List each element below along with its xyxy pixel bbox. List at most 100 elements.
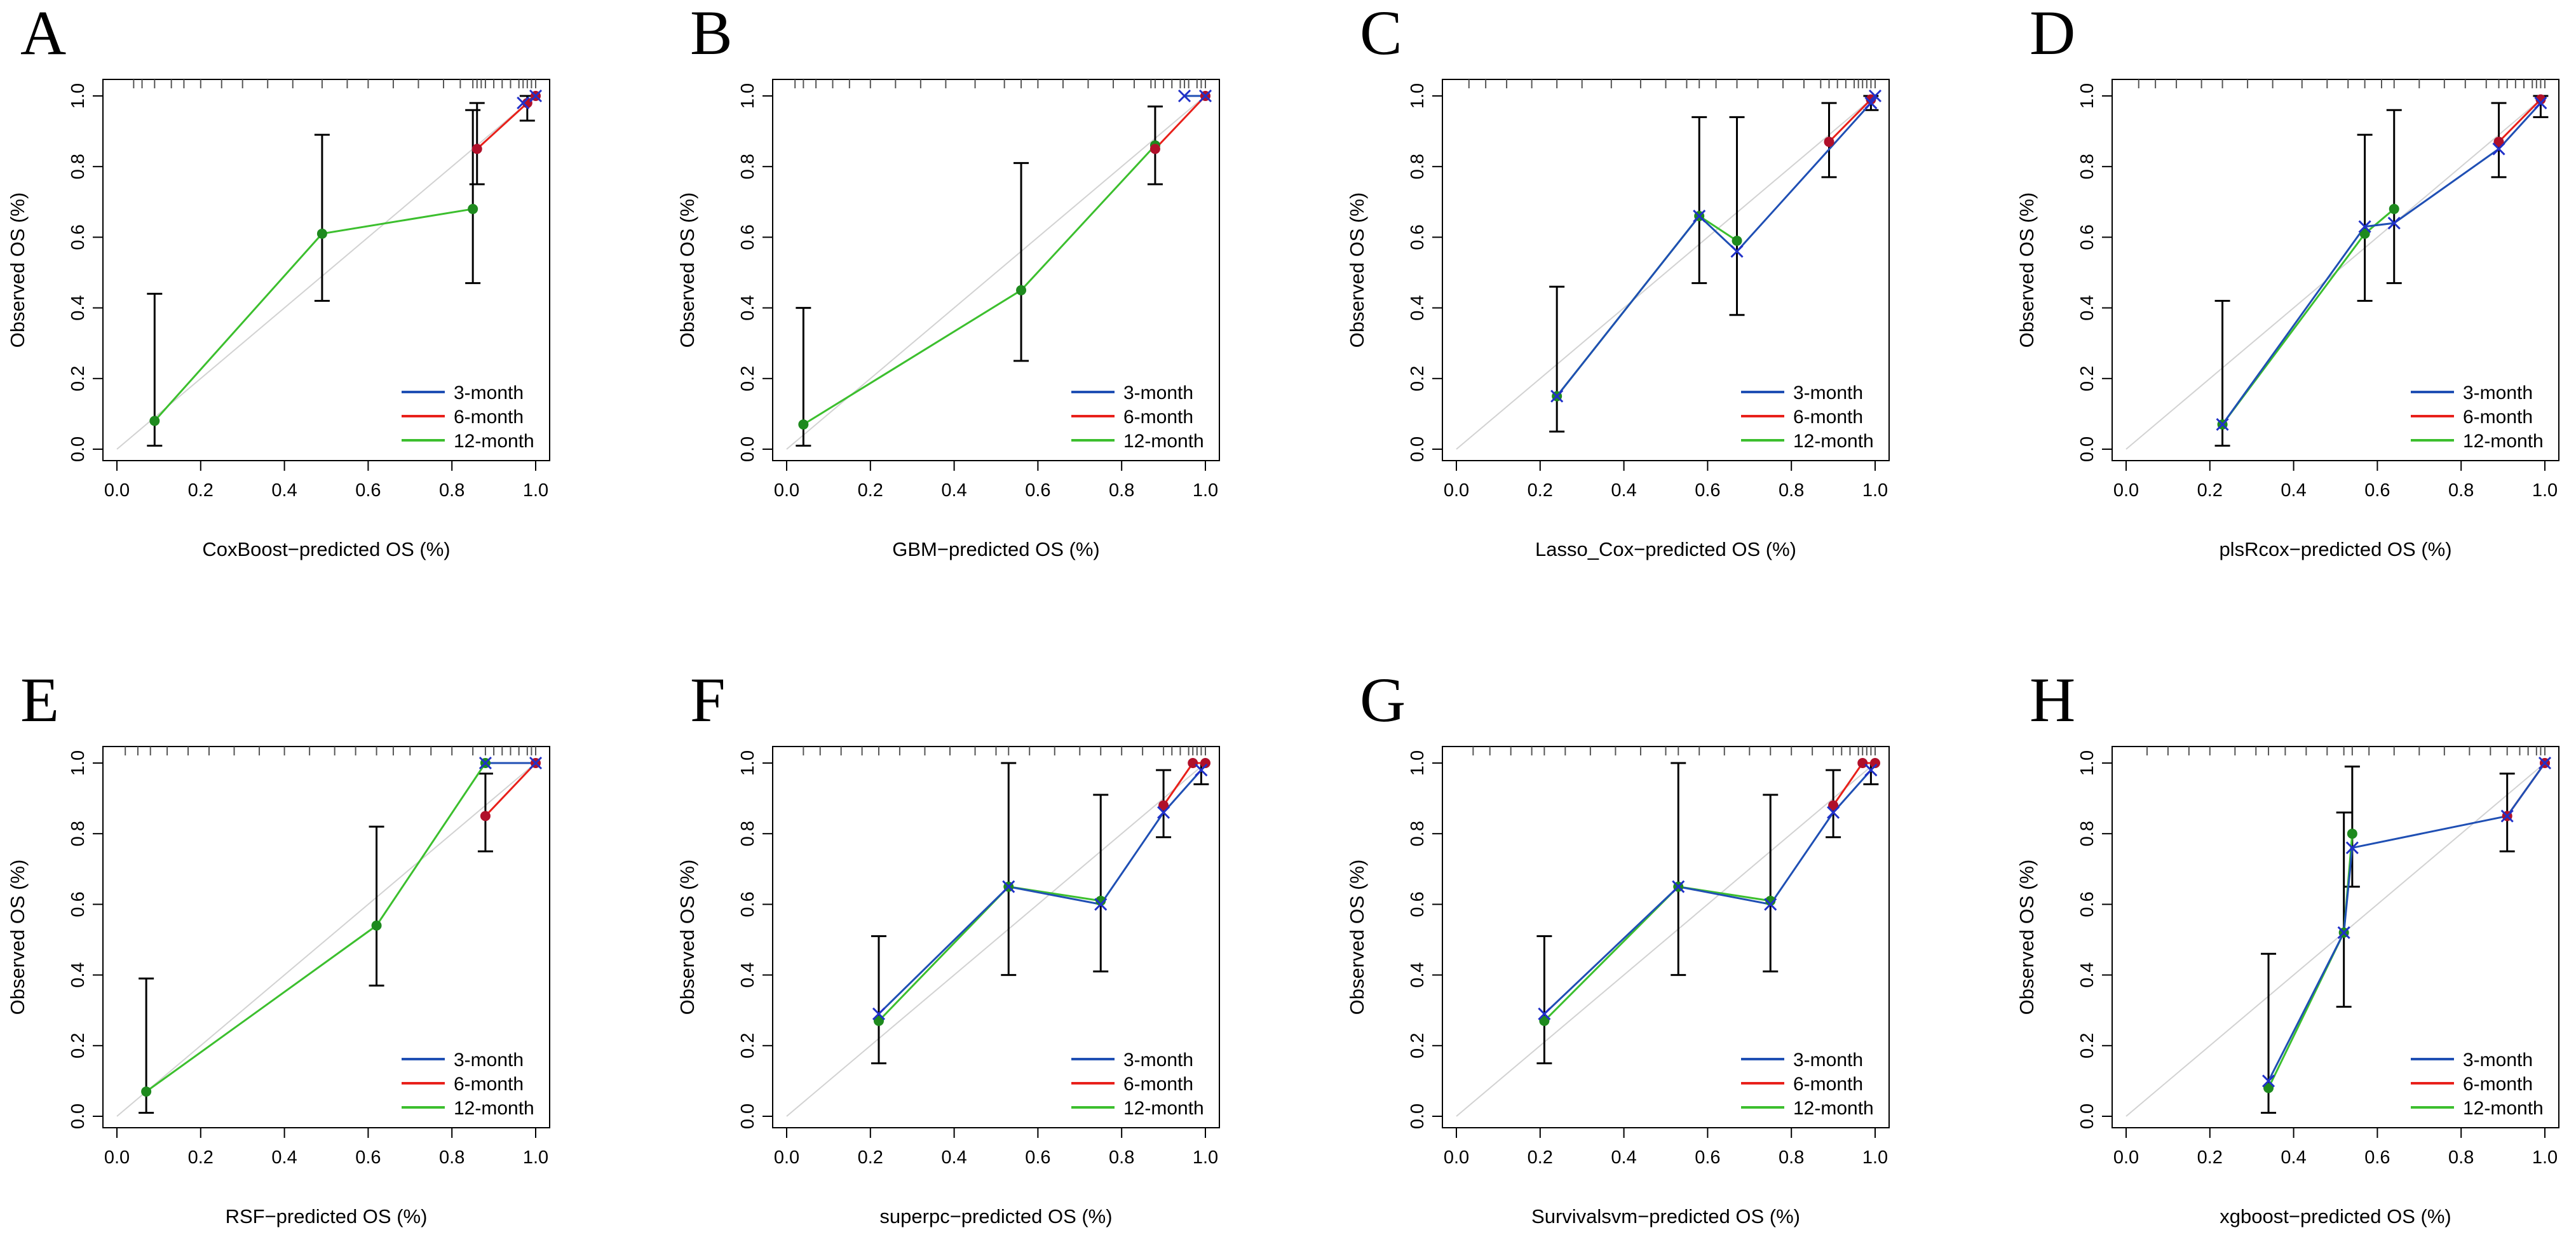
y-tick-label: 0.2 (738, 1033, 758, 1058)
legend-label-3-month: 3-month (454, 382, 524, 403)
plot-frame (102, 746, 550, 1128)
y-axis-title: Observed OS (%) (2016, 193, 2038, 348)
legend-label-12-month: 12-month (2463, 431, 2544, 452)
data-point-3-month (1868, 89, 1882, 103)
data-point-3-month (2538, 756, 2552, 770)
panel-H: H 0.0 0.2 0.4 0.6 0.8 1.0 0.0 0.2 0.4 0.6 0.8 1.0 xgb… (2016, 665, 2559, 1227)
y-tick-label: 0.8 (68, 821, 88, 846)
x-axis: 0.0 0.2 0.4 0.6 0.8 1.0 (104, 1128, 548, 1168)
y-tick-label: 0.2 (1407, 1033, 1428, 1058)
y-tick-label: 1.0 (68, 83, 88, 109)
ideal-diagonal-line (786, 762, 1206, 1117)
data-point-3-month (1764, 898, 1777, 911)
legend-label-6-month: 6-month (454, 1074, 524, 1095)
legend-label-12-month: 12-month (1123, 431, 1204, 452)
legend-label-12-month: 12-month (1793, 1098, 1874, 1119)
plot-frame (772, 79, 1220, 461)
x-tick-label: 1.0 (1862, 480, 1888, 501)
y-tick-label: 0.4 (2077, 962, 2098, 987)
x-tick-label: 0.6 (1025, 480, 1050, 501)
x-axis-title: Survivalsvm−predicted OS (%) (1531, 1205, 1800, 1227)
x-axis: 0.0 0.2 0.4 0.6 0.8 1.0 (104, 461, 548, 501)
legend-label-6-month: 6-month (454, 407, 524, 428)
plot-frame (1442, 79, 1890, 461)
legend-label-12-month: 12-month (2463, 1098, 2544, 1119)
legend: 3-month 6-month 12-month (2411, 382, 2544, 452)
panel-letter: E (20, 665, 59, 735)
data-point-3-month (2337, 926, 2350, 939)
panel-letter: B (690, 0, 733, 68)
data-point-6-month (1870, 758, 1880, 768)
y-tick-label: 0.0 (738, 1104, 758, 1129)
x-tick-label: 0.6 (1695, 480, 1720, 501)
data-point-6-month (2493, 137, 2504, 147)
panel-D: D 0.0 0.2 0.4 0.6 0.8 1.0 0.0 0.2 0.4 0.6 0.8 1.0 pls… (2016, 0, 2559, 560)
data-point-12-month (2347, 828, 2357, 839)
error-bars (1549, 95, 1879, 433)
x-tick-label: 0.0 (104, 480, 130, 501)
x-tick-label: 0.4 (271, 480, 297, 501)
legend: 3-month 6-month 12-month (1741, 1050, 1874, 1119)
x-tick-label: 0.2 (1528, 1147, 1553, 1168)
x-axis-title: RSF−predicted OS (%) (226, 1205, 428, 1227)
x-tick-label: 1.0 (1193, 480, 1218, 501)
y-tick-label: 0.2 (68, 1033, 88, 1058)
error-bars (1536, 762, 1879, 1065)
rug-ticks (1468, 79, 1876, 88)
x-axis-title: CoxBoost−predicted OS (%) (202, 538, 450, 560)
y-tick-label: 0.2 (738, 366, 758, 391)
data-point-12-month (1016, 285, 1027, 295)
error-bars (139, 773, 493, 1114)
y-tick-label: 0.6 (2077, 891, 2098, 917)
x-tick-label: 0.8 (2448, 1147, 2474, 1168)
y-axis: 0.0 0.2 0.4 0.6 0.8 1.0 (1407, 750, 1442, 1129)
y-tick-label: 1.0 (738, 750, 758, 776)
y-tick-label: 0.4 (68, 295, 88, 320)
y-tick-label: 0.2 (2077, 366, 2098, 391)
data-point-12-month (468, 203, 478, 214)
data-point-12-month (1765, 895, 1776, 906)
x-tick-label: 0.4 (1611, 1147, 1636, 1168)
panel-E: E 0.0 0.2 0.4 0.6 0.8 1.0 0.0 0.2 0.4 0.6 0.8 1.0 RSF… (6, 665, 550, 1227)
x-tick-label: 1.0 (2532, 1147, 2558, 1168)
y-axis-title: Observed OS (%) (676, 193, 698, 348)
ideal-diagonal-line (786, 95, 1206, 450)
data-point-6-month (2535, 94, 2546, 105)
plot-frame (102, 79, 550, 461)
y-axis-title: Observed OS (%) (6, 193, 29, 348)
rug-ticks (803, 747, 1206, 755)
series-line-12-month (146, 762, 487, 1093)
legend: 3-month 6-month 12-month (402, 1050, 534, 1119)
x-tick-label: 0.2 (858, 1147, 883, 1168)
y-tick-label: 0.0 (1407, 436, 1428, 462)
x-tick-label: 0.2 (1528, 480, 1553, 501)
x-tick-label: 0.6 (355, 480, 381, 501)
data-point-3-month (1094, 898, 1108, 911)
y-tick-label: 0.6 (738, 891, 758, 917)
ideal-diagonal-line (116, 95, 536, 450)
rug-ticks (125, 747, 536, 755)
y-tick-label: 0.6 (2077, 224, 2098, 250)
y-tick-label: 0.2 (2077, 1033, 2098, 1058)
y-axis: 0.0 0.2 0.4 0.6 0.8 1.0 (2077, 750, 2112, 1129)
x-tick-label: 0.6 (355, 1147, 381, 1168)
data-point-12-month (1095, 895, 1106, 906)
y-tick-label: 0.4 (2077, 295, 2098, 320)
y-tick-label: 0.4 (1407, 295, 1428, 320)
x-tick-label: 0.8 (439, 480, 464, 501)
x-axis-title: GBM−predicted OS (%) (892, 538, 1099, 560)
panel-letter: A (20, 0, 66, 68)
data-point-3-month (1002, 880, 1015, 893)
panel-B: B 0.0 0.2 0.4 0.6 0.8 1.0 0.0 0.2 0.4 0.6 0.8 1.0 GBM… (676, 0, 1220, 560)
data-point-3-month (529, 756, 543, 770)
data-point-12-month (2389, 203, 2399, 214)
x-tick-label: 0.8 (1109, 1147, 1134, 1168)
y-axis-title: Observed OS (%) (1346, 860, 1368, 1015)
plot-frame (772, 746, 1220, 1128)
y-tick-label: 0.8 (738, 154, 758, 179)
y-axis-title: Observed OS (%) (2016, 860, 2038, 1015)
x-tick-label: 1.0 (1193, 1147, 1218, 1168)
data-point-3-month (2261, 1074, 2275, 1088)
data-point-3-month (2500, 809, 2514, 823)
series-line-6-month (1828, 98, 1872, 143)
